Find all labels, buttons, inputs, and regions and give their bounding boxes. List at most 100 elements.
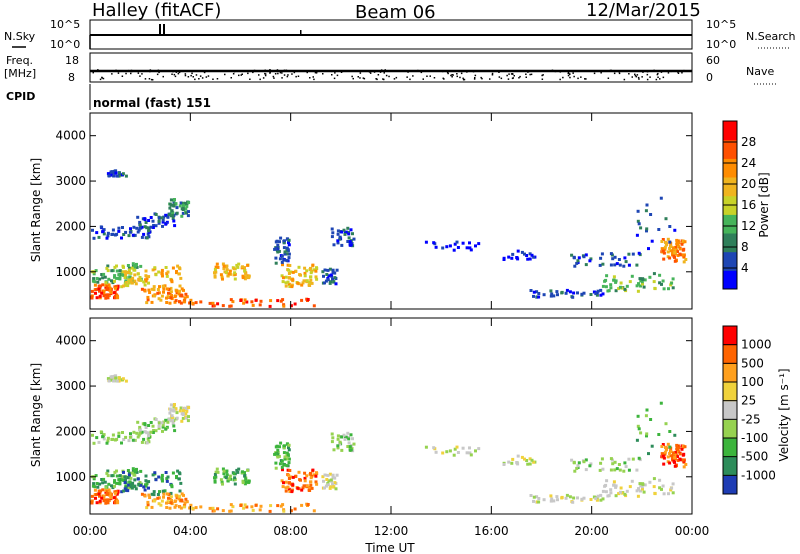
velocity-echo-cell [347,441,351,445]
velocity-echo-cell [678,457,682,461]
velocity-echo-cell [294,475,298,478]
nave-point [588,70,590,72]
velocity-echo-cell [250,505,254,509]
power-echo-cell [100,291,104,295]
velocity-echo-cell [552,499,556,503]
power-echo-cell [172,200,176,204]
velocity-echo-cell [166,500,170,504]
power-echo-cell [233,271,237,275]
velocity-echo-cell [281,503,285,507]
power-echo-cell [259,299,263,303]
velocity-echo-cell [165,501,168,505]
power-echo-cell [158,285,161,289]
power-echo-cell [235,263,239,267]
velocity-echo-cell [609,488,613,492]
power-echo-cell [668,247,672,250]
power-echo-cell [636,219,640,223]
velocity-echo-cell [657,433,661,436]
power-echo-cell [106,264,110,268]
power-echo-cell [220,275,224,279]
freq-tick-low: 8 [68,71,75,84]
power-echo-cell [191,301,195,305]
power-echo-cell [601,292,605,296]
nave-point [443,78,445,80]
power-echo-cell [114,169,118,173]
nave-point [507,78,510,80]
velocity-echo-cell [157,496,161,500]
power-echo-cell [448,244,452,248]
velocity-echo-cell [258,508,262,512]
power-echo-cell [173,300,177,304]
velocity-echo-cell [187,415,190,419]
velocity-echo-cell [136,435,140,439]
power-echo-cell [152,294,156,298]
nave-point [657,72,659,75]
velocity-echo-cell [332,485,336,489]
power-echo-cell [133,279,137,283]
velocity-echo-cell [122,438,126,441]
velocity-echo-cell [456,451,460,454]
nave-point [172,70,174,73]
velocity-echo-cell [291,483,295,487]
velocity-heatmap-cells [90,374,688,513]
power-echo-cell [106,269,110,273]
velocity-echo-cell [348,445,352,449]
nave-point [194,78,196,81]
power-echo-cell [178,284,182,288]
power-echo-cell [225,271,228,275]
velocity-echo-cell [110,438,114,441]
power-echo-cell [104,281,108,285]
power-echo-cell [123,276,127,279]
freq-panel-frame [89,52,693,83]
velocity-echo-cell [241,481,245,485]
power-echo-cell [510,256,514,260]
velocity-echo-cell [101,435,105,439]
power-echo-cell [151,268,155,272]
power-echo-cell [609,252,613,256]
power-echo-cell [601,284,605,288]
velocity-ytick-label: 1000 [55,470,86,484]
velocity-echo-cell [140,440,144,444]
power-echo-cell [609,263,613,267]
velocity-echo-cell [322,479,325,483]
velocity-colorbar-tick-label: 500 [741,356,764,370]
velocity-echo-cell [660,445,664,448]
velocity-echo-cell [550,497,554,501]
power-echo-cell [212,304,216,308]
nave-point [541,74,543,77]
velocity-colorbar-swatch [723,438,737,458]
velocity-echo-cell [612,480,616,484]
velocity-echo-cell [178,472,182,476]
velocity-echo-cell [507,460,511,464]
velocity-echo-cell [90,500,93,504]
velocity-echo-cell [605,479,609,483]
nave-point [636,74,639,76]
power-echo-cell [215,262,219,266]
velocity-echo-cell [468,451,472,455]
velocity-echo-cell [215,467,219,471]
power-echo-cell [532,290,536,294]
velocity-echo-cell [154,429,158,433]
velocity-echo-cell [284,489,288,493]
velocity-echo-cell [445,450,449,454]
velocity-echo-cell [631,457,635,461]
power-echo-cell [668,240,672,244]
nave-point [383,78,385,81]
nave-point [331,74,333,76]
velocity-echo-cell [623,492,627,496]
power-echo-cell [95,231,99,235]
power-echo-cell [104,296,108,300]
nave-point [463,78,466,81]
velocity-echo-cell [222,472,226,476]
velocity-echo-cell [599,493,603,497]
velocity-echo-cell [282,481,285,485]
velocity-echo-cell [140,492,144,496]
power-echo-cell [469,248,473,252]
velocity-echo-cell [668,430,672,433]
power-echo-cell [678,252,682,256]
nave-point [600,72,602,74]
nave-point [569,76,571,79]
power-echo-cell [126,284,130,288]
power-ytick-label: 2000 [55,219,86,233]
